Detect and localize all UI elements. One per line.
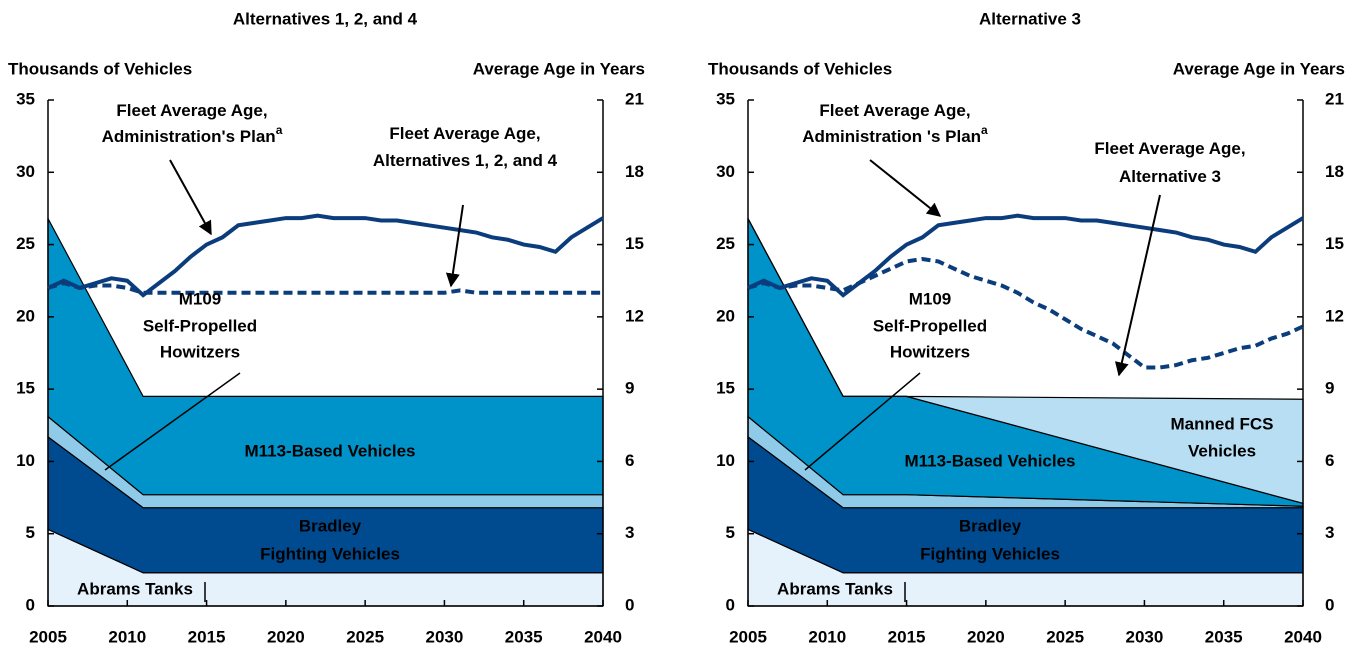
line-label-text: Fleet Average Age, [819, 101, 970, 120]
x-tick-label: 2010 [808, 627, 846, 646]
y-tick-label: 0 [26, 595, 35, 614]
y-tick-label: 20 [16, 306, 35, 325]
x-tick-label: 2020 [967, 627, 1005, 646]
line-label-text: Alternative 3 [1119, 167, 1221, 186]
line-label: Alternatives 1, 2, and 4 [373, 151, 558, 170]
area-label: Bradley [959, 516, 1022, 535]
line-label: Fleet Average Age, [1094, 139, 1245, 158]
x-tick-label: 2010 [108, 627, 146, 646]
arrow [1114, 194, 1161, 377]
line-label-text: Administration 's Plan [802, 127, 981, 146]
area-label: Fighting Vehicles [260, 544, 400, 563]
y-tick-label: 25 [16, 234, 35, 253]
y-tick-label: 5 [726, 523, 735, 542]
area-label: Fighting Vehicles [920, 544, 1060, 563]
y2-tick-label: 12 [625, 306, 644, 325]
leader-line [104, 372, 241, 471]
area-label: Howitzers [890, 342, 970, 361]
line-label-text: Alternatives 1, 2, and 4 [373, 151, 558, 170]
y-tick-label: 35 [16, 89, 35, 108]
line [47, 213, 605, 298]
line [747, 257, 1304, 370]
x-tick-label: 2030 [1126, 627, 1164, 646]
y2-tick-label: 6 [625, 451, 634, 470]
y2-tick-label: 0 [625, 595, 634, 614]
line-label: Administration's Plana [102, 123, 283, 146]
area-label: Vehicles [1188, 441, 1256, 460]
y2-tick-label: 15 [625, 234, 644, 253]
y-tick-label: 25 [716, 234, 735, 253]
x-tick-label: 2040 [1284, 627, 1322, 646]
y2-tick-label: 21 [625, 89, 644, 108]
x-tick-label: 2020 [267, 627, 305, 646]
y2-tick-label: 3 [1325, 523, 1334, 542]
line-label: Alternative 3 [1119, 167, 1221, 186]
y2-tick-label: 21 [1325, 89, 1344, 108]
y-tick-label: 5 [26, 523, 35, 542]
y-tick-label: 20 [716, 306, 735, 325]
y-tick-label: 15 [716, 379, 735, 398]
y-tick-label: 10 [16, 451, 35, 470]
y-tick-label: 30 [16, 162, 35, 181]
x-tick-label: 2015 [888, 627, 926, 646]
y-tick-label: 15 [16, 379, 35, 398]
line-label-text: Fleet Average Age, [116, 101, 267, 120]
y2-tick-label: 6 [1325, 451, 1334, 470]
line-label: Fleet Average Age, [389, 124, 540, 143]
line-label-text: Fleet Average Age, [1094, 139, 1245, 158]
x-tick-label: 2030 [426, 627, 464, 646]
area-label: M109 [179, 289, 222, 308]
x-tick-label: 2035 [505, 627, 543, 646]
note-marker: a [276, 123, 283, 137]
x-tick-label: 2025 [346, 627, 384, 646]
area-label: M109 [909, 289, 952, 308]
arrow [445, 204, 464, 288]
x-tick-label: 2025 [1046, 627, 1084, 646]
line-label: Administration 's Plana [802, 123, 988, 146]
y2-tick-label: 18 [625, 162, 644, 181]
line-label: Fleet Average Age, [819, 101, 970, 120]
y2-tick-label: 9 [1325, 379, 1334, 398]
area-label: Abrams Tanks [77, 579, 193, 598]
y2-axis-label: Average Age in Years [473, 59, 645, 78]
y-axis-label: Thousands of Vehicles [708, 59, 892, 78]
x-tick-label: 2005 [29, 627, 67, 646]
y-tick-label: 10 [716, 451, 735, 470]
y2-tick-label: 15 [1325, 234, 1344, 253]
x-tick-label: 2040 [584, 627, 622, 646]
y-tick-label: 0 [726, 595, 735, 614]
arrow [869, 159, 942, 217]
x-tick-label: 2005 [729, 627, 767, 646]
y-tick-label: 30 [716, 162, 735, 181]
line [747, 213, 1305, 298]
y2-axis-label: Average Age in Years [1173, 59, 1345, 78]
area-label: Bradley [299, 516, 362, 535]
y-axis-label: Thousands of Vehicles [8, 59, 192, 78]
y2-tick-label: 3 [625, 523, 634, 542]
line-label-text: Fleet Average Age, [389, 124, 540, 143]
note-marker: a [981, 123, 988, 137]
area-label: Manned FCS [1171, 414, 1274, 433]
chart-title: Alternative 3 [979, 9, 1081, 28]
area-label: M113-Based Vehicles [904, 451, 1075, 470]
line-label: Fleet Average Age, [116, 101, 267, 120]
area-label: M113-Based Vehicles [244, 441, 415, 460]
area-label: Howitzers [160, 342, 240, 361]
leader-line [804, 372, 921, 471]
chart-title: Alternatives 1, 2, and 4 [233, 9, 418, 28]
y-tick-label: 35 [716, 89, 735, 108]
x-tick-label: 2015 [188, 627, 226, 646]
line [47, 281, 603, 295]
area-label: Self-Propelled [873, 316, 987, 335]
y2-tick-label: 12 [1325, 306, 1344, 325]
line-label-text: Administration's Plan [102, 127, 276, 146]
arrow [169, 159, 212, 236]
y2-tick-label: 9 [625, 379, 634, 398]
x-tick-label: 2035 [1205, 627, 1243, 646]
y2-tick-label: 18 [1325, 162, 1344, 181]
y2-tick-label: 0 [1325, 595, 1334, 614]
area-label: Self-Propelled [143, 316, 257, 335]
area-label: Abrams Tanks [777, 579, 893, 598]
